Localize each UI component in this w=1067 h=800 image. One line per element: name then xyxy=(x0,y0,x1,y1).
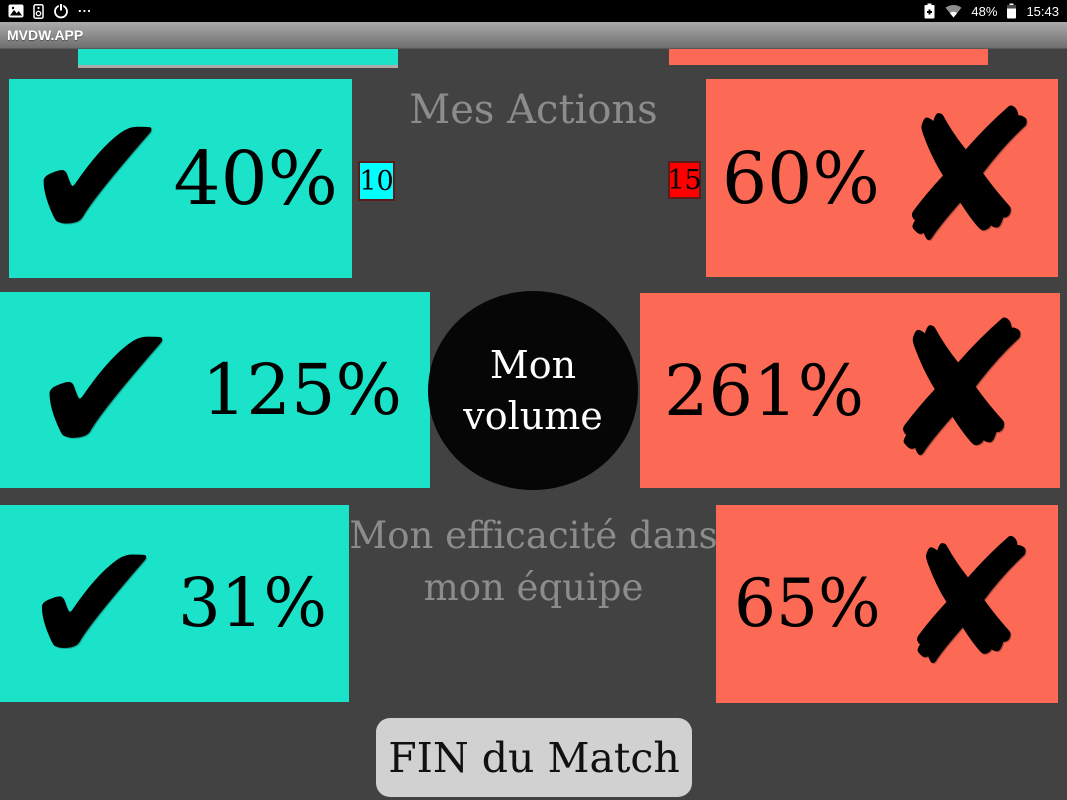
success-efficiency-value: 31% xyxy=(178,564,327,642)
status-bar: ... 48% 15:43 xyxy=(0,0,1067,22)
success-box-actions[interactable]: ✔ 40% xyxy=(9,79,352,278)
fail-efficiency-value: 65% xyxy=(734,565,881,642)
fail-count-badge: 15 xyxy=(667,161,702,199)
volume-circle[interactable]: Mon volume xyxy=(428,291,638,490)
app-title: MVDW.APP xyxy=(7,27,84,43)
battery-icon xyxy=(1007,3,1017,19)
fail-box-efficiency[interactable]: 65% ✘ xyxy=(716,505,1058,703)
battery-percent-text: 48% xyxy=(971,3,998,19)
cross-icon: ✘ xyxy=(889,79,1043,277)
photo-icon xyxy=(8,4,24,18)
wifi-icon xyxy=(945,5,962,18)
cross-icon: ✘ xyxy=(895,505,1040,703)
fail-box-actions[interactable]: 60% ✘ xyxy=(706,79,1058,277)
fail-actions-value: 60% xyxy=(722,136,880,220)
volume-circle-line2: volume xyxy=(463,393,603,438)
fail-volume-value: 261% xyxy=(664,349,865,432)
success-box-volume[interactable]: ✔ 125% xyxy=(0,292,430,488)
battery-saver-icon xyxy=(924,3,935,19)
success-volume-value: 125% xyxy=(201,349,402,431)
check-icon: ✔ xyxy=(22,505,167,702)
success-strip-top xyxy=(78,49,398,68)
volume-circle-line1: Mon xyxy=(489,343,577,388)
check-icon: ✔ xyxy=(28,292,184,488)
app-bar: MVDW.APP xyxy=(0,22,1067,49)
clock-text: 15:43 xyxy=(1026,3,1059,19)
cross-icon: ✘ xyxy=(880,293,1036,488)
status-bar-right: 48% 15:43 xyxy=(923,3,1059,19)
success-count-badge: 10 xyxy=(358,161,395,201)
fail-strip-top xyxy=(669,49,988,65)
success-box-efficiency[interactable]: ✔ 31% xyxy=(0,505,349,702)
speaker-icon xyxy=(33,3,44,19)
power-icon xyxy=(54,3,68,19)
fail-box-volume[interactable]: 261% ✘ xyxy=(640,293,1060,488)
status-bar-left: ... xyxy=(8,0,92,19)
success-actions-value: 40% xyxy=(173,135,338,222)
check-icon: ✔ xyxy=(23,79,173,278)
overflow-ellipsis: ... xyxy=(78,0,92,15)
end-match-button[interactable]: FIN du Match xyxy=(376,718,692,797)
